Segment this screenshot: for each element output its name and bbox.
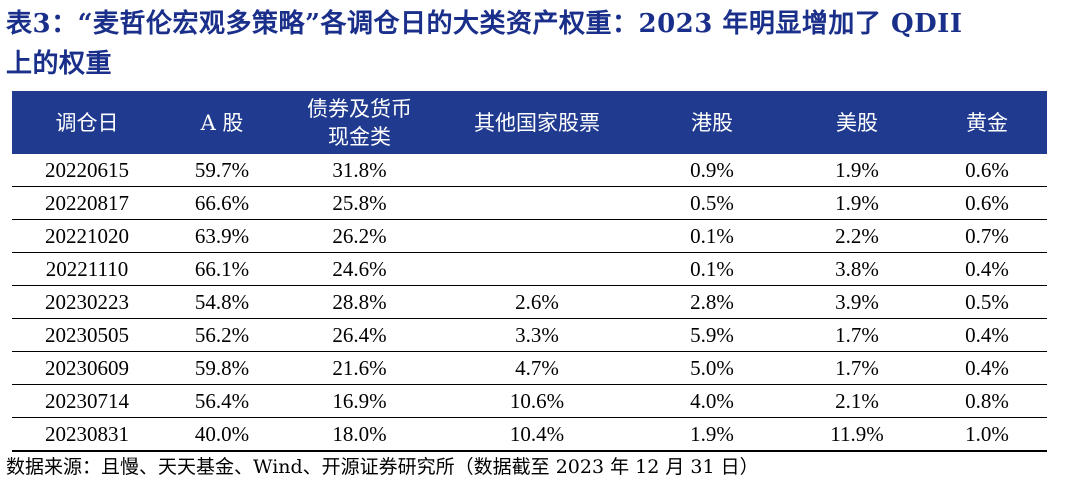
cell-us-stocks: 1.9% xyxy=(787,154,927,187)
cell-gold: 0.5% xyxy=(927,285,1047,319)
header-bonds-cash: 债券及货币 现金类 xyxy=(282,91,437,154)
cell-other-country-stocks: 2.6% xyxy=(437,285,637,319)
cell-other-country-stocks: 10.6% xyxy=(437,384,637,418)
cell-gold: 1.0% xyxy=(927,417,1047,452)
cell-other-country-stocks xyxy=(437,252,637,286)
table-title-line-1: 表3：“麦哲伦宏观多策略”各调仓日的大类资产权重：2023 年明显增加了 QDI… xyxy=(6,9,963,39)
cell-bonds-cash: 24.6% xyxy=(282,252,437,286)
cell-hk-stocks: 0.9% xyxy=(637,154,787,187)
data-source-note: 数据来源：且慢、天天基金、Wind、开源证券研究所（数据截至 2023 年 12… xyxy=(6,456,759,478)
cell-date: 20230609 xyxy=(12,351,162,385)
cell-us-stocks: 2.2% xyxy=(787,219,927,253)
cell-date: 20220615 xyxy=(12,154,162,187)
cell-bonds-cash: 26.2% xyxy=(282,219,437,253)
table-row: 20221110 66.1% 24.6% 0.1% 3.8% 0.4% xyxy=(12,252,1047,286)
cell-us-stocks: 3.9% xyxy=(787,285,927,319)
cell-gold: 0.7% xyxy=(927,219,1047,253)
header-other-country-stocks: 其他国家股票 xyxy=(437,91,637,154)
cell-a-shares: 59.8% xyxy=(162,351,282,385)
cell-gold: 0.6% xyxy=(927,154,1047,187)
cell-bonds-cash: 31.8% xyxy=(282,154,437,187)
cell-date: 20230831 xyxy=(12,417,162,452)
asset-weight-table: 调仓日 A 股 债券及货币 现金类 其他国家股票 港股 美股 黄金 202206… xyxy=(12,91,1047,452)
table-row: 20220817 66.6% 25.8% 0.5% 1.9% 0.6% xyxy=(12,186,1047,220)
cell-hk-stocks: 0.5% xyxy=(637,186,787,220)
header-gold: 黄金 xyxy=(927,91,1047,154)
cell-a-shares: 56.4% xyxy=(162,384,282,418)
cell-gold: 0.8% xyxy=(927,384,1047,418)
cell-bonds-cash: 25.8% xyxy=(282,186,437,220)
table-row: 20230609 59.8% 21.6% 4.7% 5.0% 1.7% 0.4% xyxy=(12,351,1047,385)
table-title: 表3：“麦哲伦宏观多策略”各调仓日的大类资产权重：2023 年明显增加了 QDI… xyxy=(6,4,1074,84)
cell-hk-stocks: 2.8% xyxy=(637,285,787,319)
cell-hk-stocks: 0.1% xyxy=(637,252,787,286)
cell-gold: 0.4% xyxy=(927,252,1047,286)
cell-a-shares: 66.6% xyxy=(162,186,282,220)
cell-a-shares: 66.1% xyxy=(162,252,282,286)
cell-a-shares: 63.9% xyxy=(162,219,282,253)
cell-other-country-stocks xyxy=(437,219,637,253)
table-title-line-2: 上的权重 xyxy=(6,49,113,79)
cell-hk-stocks: 0.1% xyxy=(637,219,787,253)
cell-bonds-cash: 18.0% xyxy=(282,417,437,452)
cell-bonds-cash: 21.6% xyxy=(282,351,437,385)
cell-a-shares: 59.7% xyxy=(162,154,282,187)
table-row: 20220615 59.7% 31.8% 0.9% 1.9% 0.6% xyxy=(12,154,1047,187)
header-a-shares: A 股 xyxy=(162,91,282,154)
cell-other-country-stocks: 3.3% xyxy=(437,318,637,352)
cell-bonds-cash: 16.9% xyxy=(282,384,437,418)
cell-bonds-cash: 26.4% xyxy=(282,318,437,352)
header-bonds-cash-line-2: 现金类 xyxy=(328,124,391,149)
cell-date: 20220817 xyxy=(12,186,162,220)
header-us-stocks: 美股 xyxy=(787,91,927,154)
cell-gold: 0.6% xyxy=(927,186,1047,220)
cell-hk-stocks: 5.9% xyxy=(637,318,787,352)
cell-other-country-stocks xyxy=(437,154,637,187)
cell-a-shares: 56.2% xyxy=(162,318,282,352)
cell-us-stocks: 2.1% xyxy=(787,384,927,418)
header-rebalance-date: 调仓日 xyxy=(12,91,162,154)
header-hk-stocks: 港股 xyxy=(637,91,787,154)
cell-us-stocks: 11.9% xyxy=(787,417,927,452)
table-row: 20230505 56.2% 26.4% 3.3% 5.9% 1.7% 0.4% xyxy=(12,318,1047,352)
cell-date: 20230714 xyxy=(12,384,162,418)
table-row: 20230714 56.4% 16.9% 10.6% 4.0% 2.1% 0.8… xyxy=(12,384,1047,418)
header-bonds-cash-line-1: 债券及货币 xyxy=(307,96,412,121)
cell-us-stocks: 1.7% xyxy=(787,318,927,352)
cell-date: 20221020 xyxy=(12,219,162,253)
cell-bonds-cash: 28.8% xyxy=(282,285,437,319)
cell-gold: 0.4% xyxy=(927,351,1047,385)
cell-date: 20221110 xyxy=(12,252,162,286)
table-row: 20230223 54.8% 28.8% 2.6% 2.8% 3.9% 0.5% xyxy=(12,285,1047,319)
table-row: 20230831 40.0% 18.0% 10.4% 1.9% 11.9% 1.… xyxy=(12,417,1047,452)
cell-hk-stocks: 4.0% xyxy=(637,384,787,418)
table-header-row: 调仓日 A 股 债券及货币 现金类 其他国家股票 港股 美股 黄金 xyxy=(12,91,1047,154)
cell-us-stocks: 1.7% xyxy=(787,351,927,385)
table-row: 20221020 63.9% 26.2% 0.1% 2.2% 0.7% xyxy=(12,219,1047,253)
cell-other-country-stocks: 4.7% xyxy=(437,351,637,385)
cell-date: 20230223 xyxy=(12,285,162,319)
cell-us-stocks: 1.9% xyxy=(787,186,927,220)
cell-a-shares: 54.8% xyxy=(162,285,282,319)
cell-hk-stocks: 1.9% xyxy=(637,417,787,452)
cell-other-country-stocks xyxy=(437,186,637,220)
cell-hk-stocks: 5.0% xyxy=(637,351,787,385)
cell-date: 20230505 xyxy=(12,318,162,352)
cell-other-country-stocks: 10.4% xyxy=(437,417,637,452)
cell-a-shares: 40.0% xyxy=(162,417,282,452)
cell-us-stocks: 3.8% xyxy=(787,252,927,286)
cell-gold: 0.4% xyxy=(927,318,1047,352)
